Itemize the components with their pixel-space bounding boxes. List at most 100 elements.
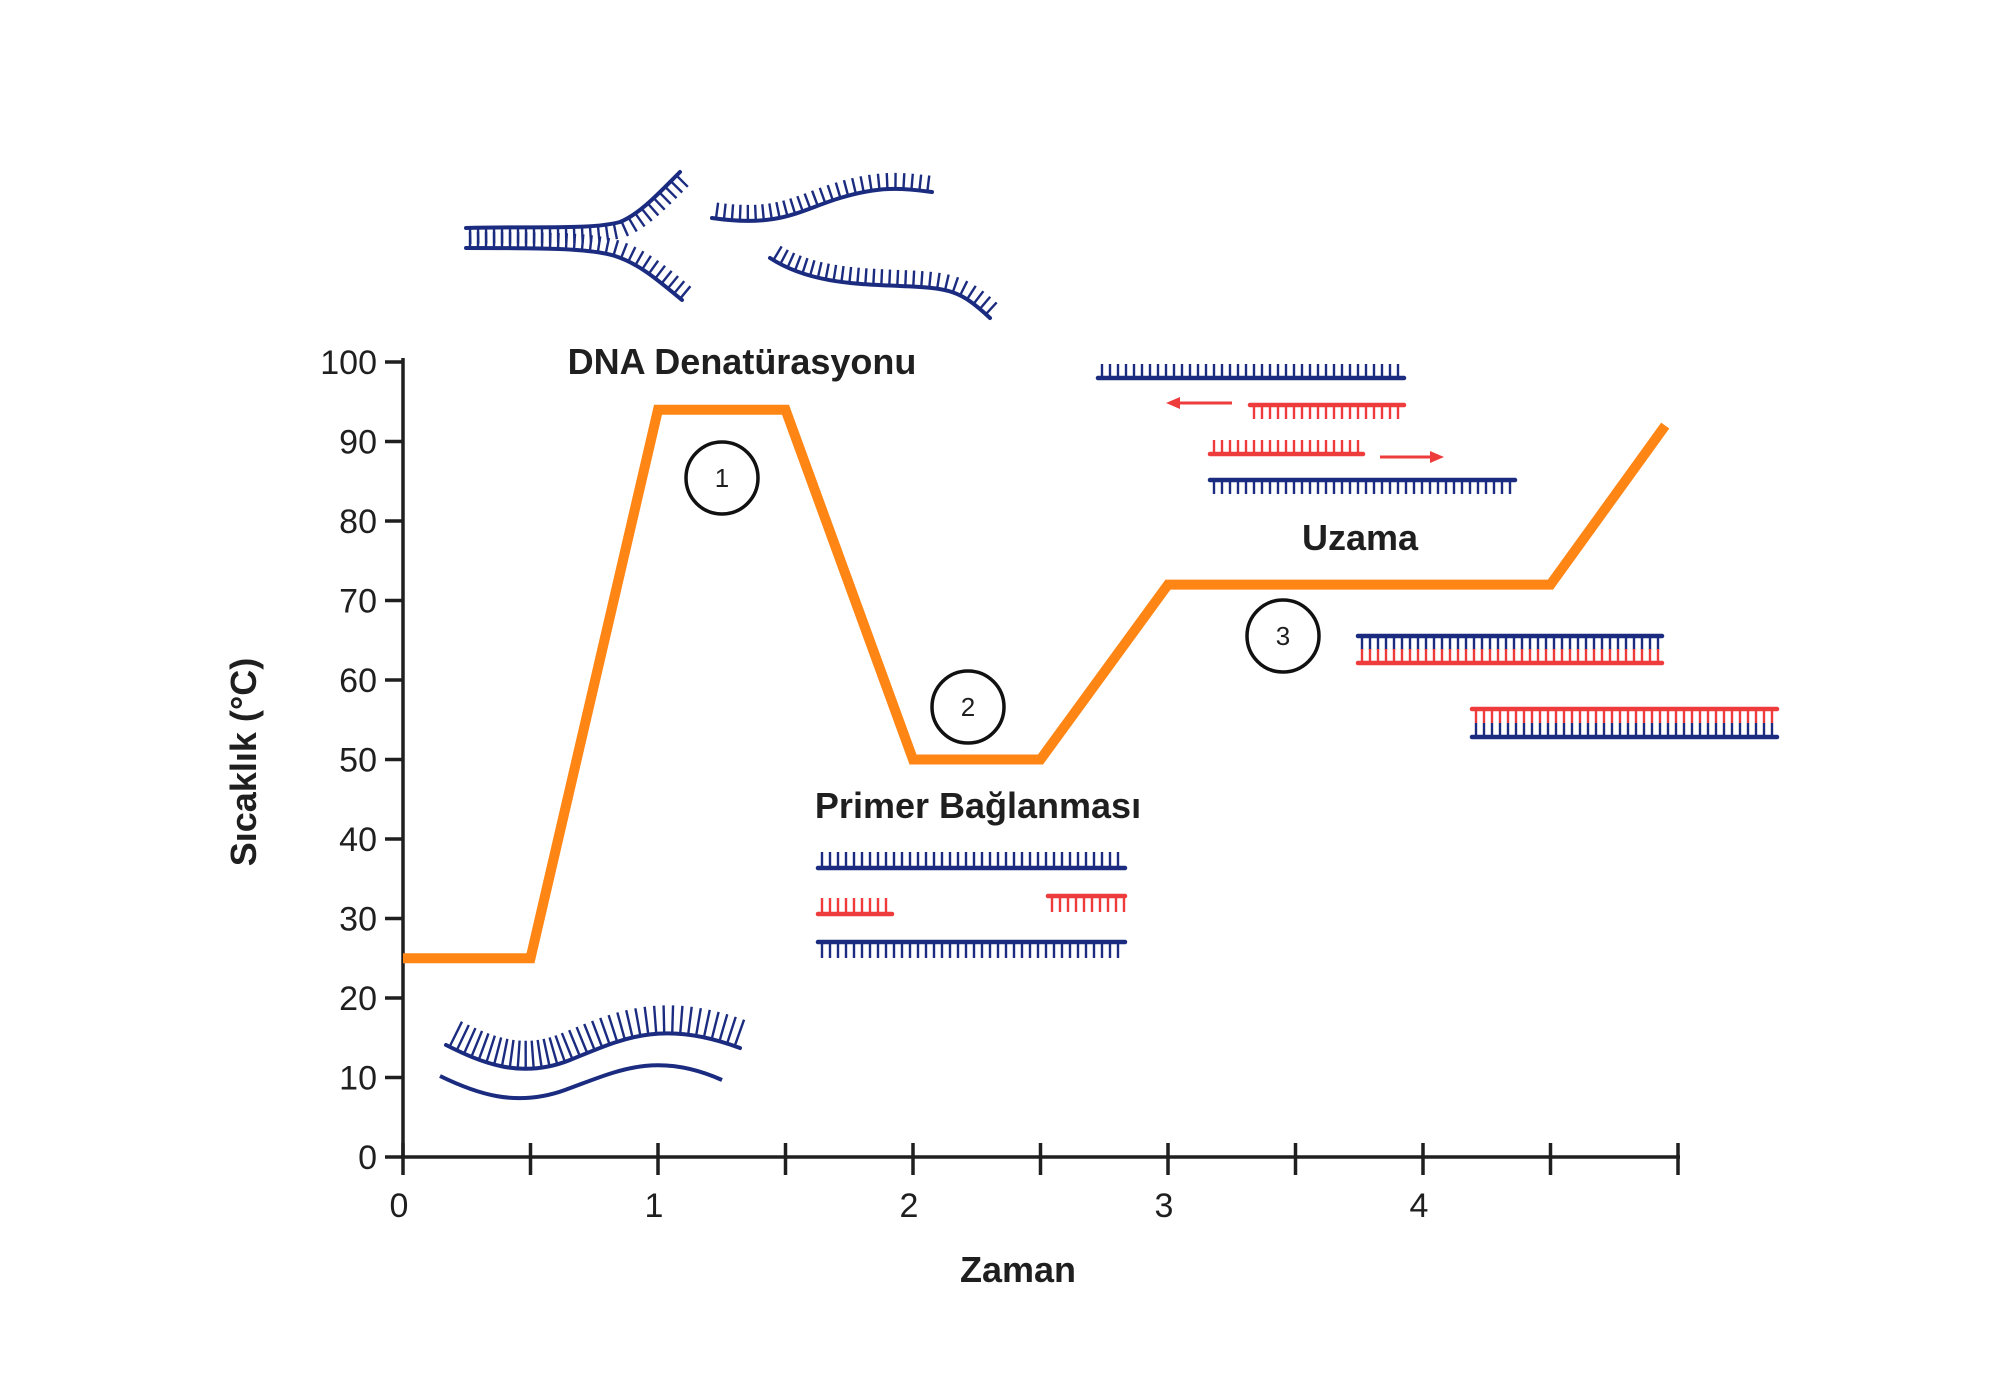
dsdna-coil-top-base — [516, 1040, 521, 1069]
dna-unzipping-top-base — [664, 186, 678, 200]
x-tick-label-1: 1 — [645, 1187, 664, 1225]
step-1-marker: 1 — [684, 440, 760, 516]
dsdna-coil-top-base — [616, 1012, 626, 1040]
single-strand-lower — [768, 245, 998, 320]
dsdna-coil-top-base — [500, 1038, 509, 1067]
single-strand-upper-base — [876, 173, 881, 190]
y-tick-label-70: 70 — [339, 583, 377, 621]
dsdna-coil-top-base — [591, 1020, 604, 1048]
single-strand-lower-base — [912, 270, 916, 287]
dsdna-coil-top-base — [548, 1037, 559, 1065]
x-tick-label-0: 0 — [390, 1187, 409, 1225]
step-2-number: 2 — [961, 692, 975, 722]
dsdna-coil-top-base — [530, 1040, 535, 1069]
dna-unzipping-bottom-base — [588, 235, 593, 252]
dna-unzipping-top-base — [612, 223, 619, 240]
dsdna-coil-top-base — [575, 1026, 589, 1054]
single-strand-lower-base — [832, 264, 838, 281]
dna-unzipping-bottom-base — [612, 239, 620, 256]
dsdna-coil-bottom — [439, 1063, 723, 1101]
single-strand-lower-base — [872, 268, 876, 285]
x-tick-label-3: 3 — [1155, 1187, 1174, 1225]
y-tick-label-20: 20 — [339, 980, 377, 1018]
single-strand-lower-base — [786, 252, 796, 269]
x-axis-title: Zaman — [960, 1249, 1076, 1290]
dna-unzipping-bottom-base — [654, 264, 666, 280]
dsdna-coil-top-base — [634, 1008, 642, 1037]
dsdna-coil-top — [444, 1005, 746, 1071]
dsdna-coil-top-base — [686, 1006, 693, 1035]
extend-arrowhead-right — [1430, 451, 1444, 463]
dsdna-coil-top-base — [470, 1030, 484, 1058]
dsdna-coil-top-base — [542, 1038, 551, 1067]
single-strand-lower-base — [880, 269, 884, 286]
single-strand-upper-base — [768, 203, 773, 220]
dsdna-coil-top-base — [733, 1019, 746, 1047]
dna-unzipping-top-base — [634, 212, 646, 228]
dna-unzipping-top-base — [646, 202, 660, 217]
product-1-new — [1355, 649, 1665, 666]
single-strand-lower-base — [808, 259, 816, 277]
single-strand-lower-base — [972, 290, 985, 305]
dsdna-coil-top-base — [702, 1009, 711, 1038]
dna-unzipping-bottom-base — [564, 233, 569, 250]
dsdna-coil-top-backbone — [444, 1031, 742, 1071]
single-strand-lower-base — [864, 268, 868, 285]
single-strand-lower-backbone — [768, 256, 992, 320]
dsdna-coil-top-base — [477, 1032, 490, 1061]
y-tick-label-40: 40 — [339, 821, 377, 859]
y-axis-title: Sıcaklık (°C) — [223, 658, 264, 866]
y-tick-label-10: 10 — [339, 1060, 377, 1098]
dsdna-coil-top-base — [671, 1005, 675, 1034]
single-strand-upper-base — [859, 176, 865, 193]
single-strand-lower-base — [928, 271, 933, 288]
product-2-template — [1469, 723, 1780, 740]
single-strand-upper — [710, 172, 934, 223]
extend-strand-2 — [1207, 440, 1366, 457]
single-strand-upper-backbone — [710, 186, 934, 223]
temperature-profile-line — [403, 404, 1670, 964]
single-strand-upper-base — [834, 182, 842, 199]
extend-arrowhead-left — [1166, 397, 1180, 409]
single-strand-upper-base — [818, 187, 827, 204]
dna-unzipping-bottom-base — [666, 275, 679, 290]
dsdna-coil-top-base — [455, 1024, 470, 1051]
y-tick-label-60: 60 — [339, 662, 377, 700]
dsdna-coil-top-base — [694, 1007, 703, 1036]
single-strand-upper-base — [722, 203, 727, 220]
single-strand-upper-base — [803, 193, 812, 209]
y-tick-label-100: 100 — [320, 344, 377, 382]
dna-unzipping-bottom-base — [634, 250, 645, 266]
dna-unzipping-top-base — [620, 220, 630, 237]
dna-unzipping-top-base — [627, 217, 638, 233]
single-strand-upper-base — [789, 198, 797, 215]
single-strand-upper-base — [782, 200, 789, 217]
dsdna-coil-top-base — [679, 1005, 684, 1034]
single-strand-lower-base — [935, 272, 941, 289]
dna-unzipping-top — [464, 170, 689, 244]
dsdna-coil-top-base — [725, 1016, 737, 1044]
dna-unzipping-bottom — [464, 232, 692, 302]
dna-unzipping-bottom-base — [580, 234, 585, 251]
dsdna-coil-top-base — [448, 1021, 464, 1048]
anneal-template-2 — [815, 939, 1128, 958]
dsdna-coil-top-base — [485, 1035, 497, 1063]
stage-label-annealing: Primer Bağlanması — [815, 785, 1141, 826]
dsdna-coil-top-base — [607, 1014, 619, 1043]
stage-label-denaturation: DNA Denatürasyonu — [568, 341, 917, 382]
single-strand-lower-base — [779, 249, 789, 265]
single-strand-lower-base — [920, 271, 924, 288]
dna-unzipping-top-backbone — [464, 170, 682, 230]
dsdna-coil-top-base — [662, 1005, 666, 1034]
y-tick-label-90: 90 — [339, 424, 377, 462]
dna-unzipping-bottom-base — [596, 236, 602, 253]
single-strand-lower-base — [801, 257, 809, 274]
single-strand-upper-base — [885, 173, 889, 190]
dsdna-coil-top-base — [560, 1032, 574, 1060]
single-strand-upper-base — [796, 195, 804, 212]
dna-unzipping-top-base — [675, 174, 689, 188]
y-tick-label-30: 30 — [339, 901, 377, 939]
anneal-primer-2 — [815, 898, 895, 917]
step-3-number: 3 — [1276, 621, 1290, 651]
